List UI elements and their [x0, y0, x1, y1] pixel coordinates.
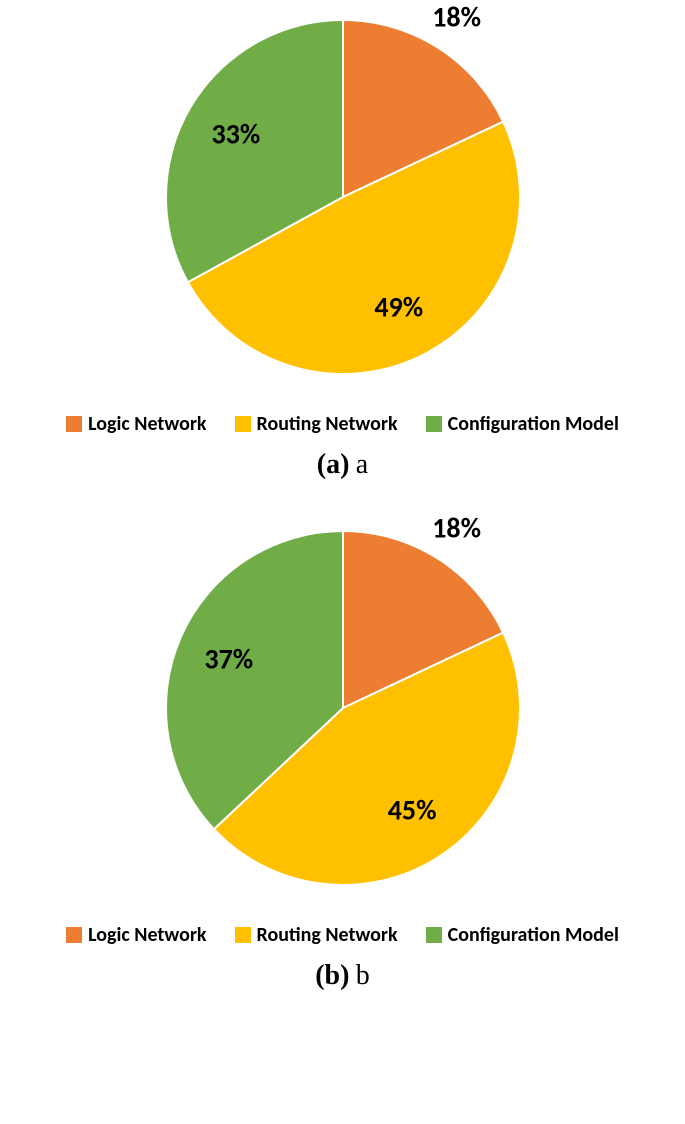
chart-a-legend: Logic Network Routing Network Configuratio… — [0, 412, 685, 436]
chart-b-legend: Logic Network Routing Network Configuratio… — [0, 923, 685, 947]
chart-b-pie-wrap: 18%45%37% — [76, 521, 610, 895]
chart-b-block: 18%45%37% Logic NetworkRouting NetworkCo… — [0, 521, 685, 992]
chart-a-caption: (a) a — [0, 446, 685, 481]
legend-item: Routing Network — [235, 923, 398, 947]
legend-label: Routing Network — [257, 923, 398, 947]
legend-label: Configuration Model — [448, 412, 619, 436]
legend-item: Logic Network — [66, 923, 206, 947]
slice-label: 37% — [204, 641, 253, 676]
pie-chart — [166, 20, 520, 374]
slice-label: 49% — [374, 290, 423, 325]
legend-swatch — [66, 927, 82, 943]
slice-label: 33% — [211, 116, 260, 151]
legend-swatch — [66, 416, 82, 432]
legend-item: Configuration Model — [426, 923, 619, 947]
chart-a-block: 18% 49% 33% Logic Network Routing Network Co… — [0, 0, 685, 481]
legend-item: Configuration Model — [426, 412, 619, 436]
legend-swatch — [426, 927, 442, 943]
legend-swatch — [235, 927, 251, 943]
legend-item: Logic Network — [66, 412, 206, 436]
legend-label: Configuration Model — [448, 923, 619, 947]
chart-b-caption: (b) b — [0, 957, 685, 992]
slice-label: 18% — [432, 511, 481, 546]
legend-swatch — [426, 416, 442, 432]
chart-b-caption-bold: (b) — [315, 960, 349, 991]
legend-label: Logic Network — [88, 923, 206, 947]
chart-a-pie-wrap: 18%49%33% — [76, 10, 610, 384]
slice-label: 18% — [432, 0, 481, 35]
legend-item: Routing Network — [235, 412, 398, 436]
legend-label: Logic Network — [88, 412, 206, 436]
chart-a-caption-bold: (a) — [317, 449, 350, 480]
chart-a-caption-plain: a — [356, 449, 368, 480]
legend-swatch — [235, 416, 251, 432]
chart-b-caption-plain: b — [356, 960, 370, 991]
legend-label: Routing Network — [257, 412, 398, 436]
figure-container: 18% 49% 33% Logic Network Routing Network Co… — [0, 0, 685, 992]
slice-label: 45% — [388, 793, 437, 828]
pie-chart — [166, 531, 520, 885]
